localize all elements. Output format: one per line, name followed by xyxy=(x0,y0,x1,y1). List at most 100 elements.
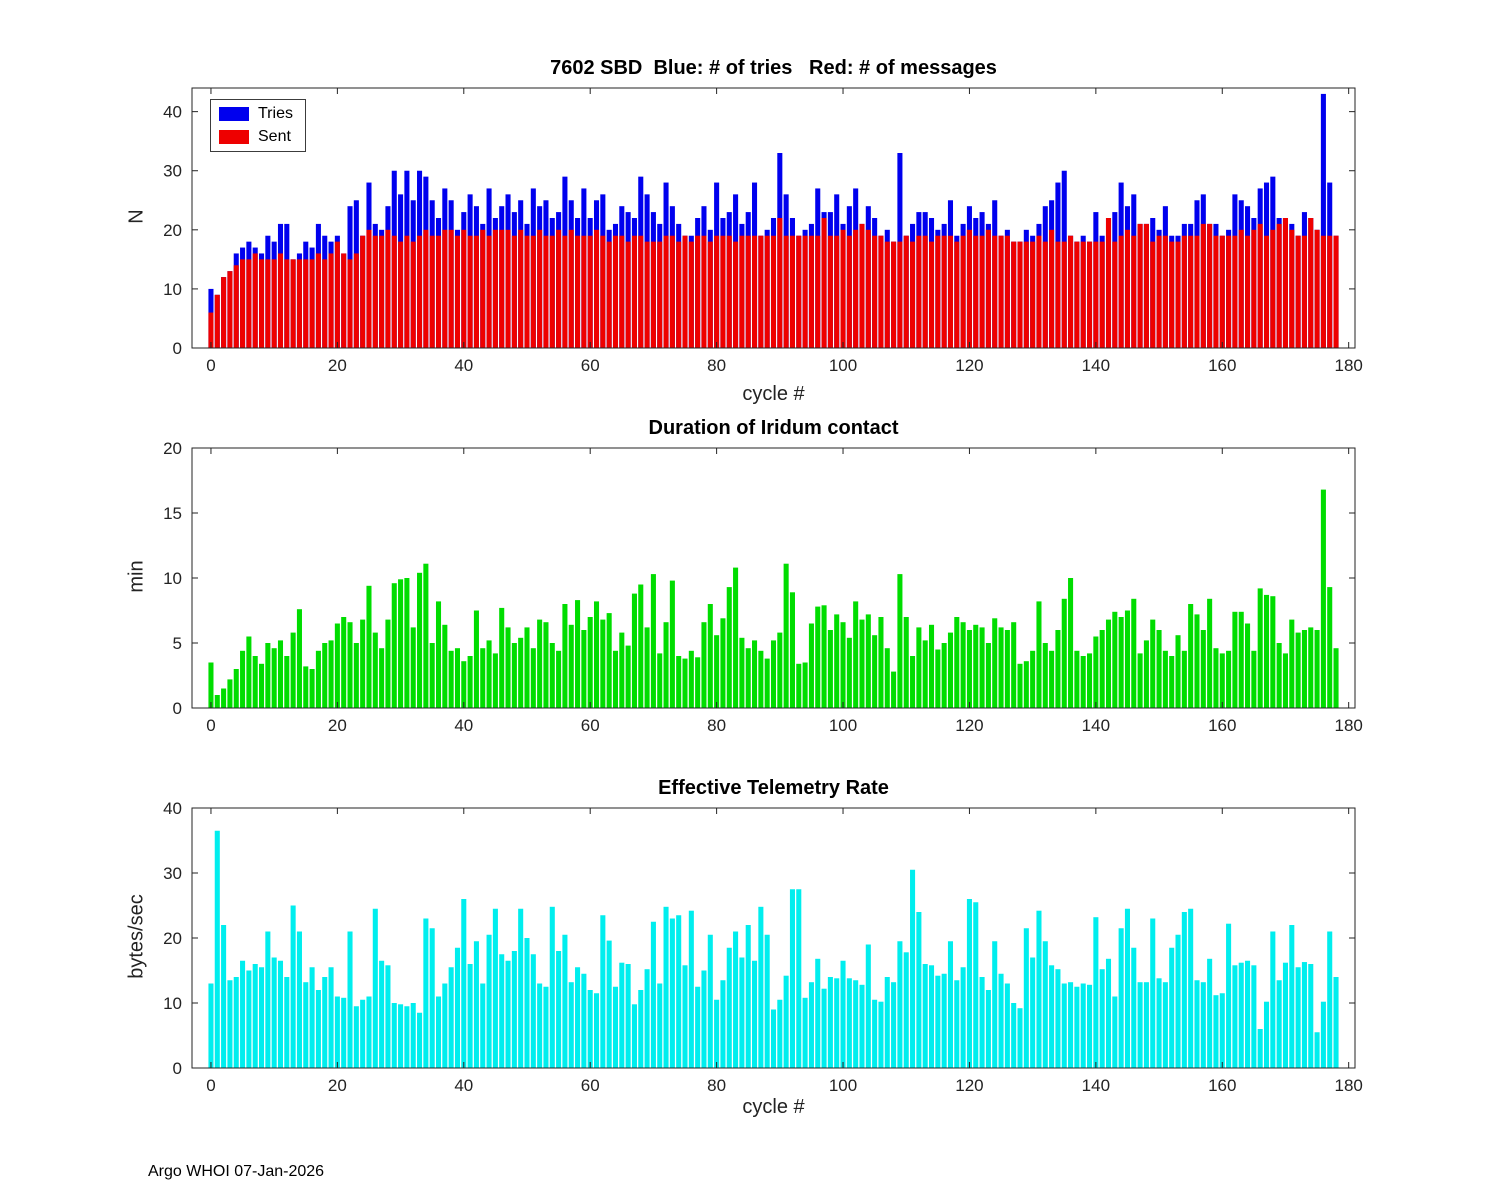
bar xyxy=(891,241,897,348)
bar xyxy=(423,918,429,1068)
bar xyxy=(1131,235,1137,348)
bar xyxy=(524,938,530,1068)
bar xyxy=(322,643,328,708)
bar xyxy=(985,643,991,708)
bar xyxy=(1169,656,1175,708)
bar xyxy=(1055,969,1061,1068)
bar xyxy=(252,964,258,1068)
bar xyxy=(638,584,644,708)
bar xyxy=(954,980,960,1068)
bar xyxy=(537,619,543,708)
x-tick-label: 140 xyxy=(1082,1076,1110,1095)
bar xyxy=(208,662,214,708)
x-tick-label: 60 xyxy=(581,1076,600,1095)
y-tick-label: 40 xyxy=(163,799,182,818)
bar xyxy=(385,229,391,348)
bar xyxy=(309,669,315,708)
bar xyxy=(631,1004,637,1068)
bar xyxy=(309,259,315,348)
bar xyxy=(398,241,404,348)
bar xyxy=(1011,1003,1017,1068)
bar xyxy=(315,990,321,1068)
bar xyxy=(347,931,353,1068)
bar xyxy=(612,235,619,348)
bar xyxy=(1036,910,1042,1068)
bar xyxy=(745,235,751,348)
bar xyxy=(789,889,795,1068)
bar xyxy=(1207,958,1213,1068)
bar xyxy=(752,640,758,708)
bar xyxy=(707,604,713,708)
bar xyxy=(404,235,410,348)
bar xyxy=(543,235,549,348)
bar xyxy=(758,650,764,708)
bar xyxy=(372,632,378,708)
bar xyxy=(1188,235,1194,348)
bar xyxy=(1295,235,1301,348)
tries-sent-bars-sent xyxy=(208,218,1339,348)
bar xyxy=(985,990,991,1068)
bar xyxy=(821,988,827,1068)
bar xyxy=(1301,630,1307,708)
bar xyxy=(859,619,865,708)
chart2-title: Duration of Iridum contact xyxy=(648,417,899,439)
bar xyxy=(720,235,726,348)
bar xyxy=(910,241,916,348)
bar xyxy=(606,241,612,348)
bar xyxy=(398,1004,404,1068)
bar xyxy=(1333,977,1339,1068)
bar xyxy=(1074,986,1080,1068)
x-tick-label: 80 xyxy=(707,716,726,735)
bar xyxy=(505,960,511,1068)
bar xyxy=(549,906,555,1068)
bar xyxy=(1150,918,1156,1068)
bar xyxy=(644,969,650,1068)
bar xyxy=(549,235,555,348)
bar xyxy=(1175,241,1181,348)
bar xyxy=(612,986,619,1068)
bar xyxy=(1118,235,1124,348)
bar xyxy=(1295,967,1301,1068)
bar xyxy=(296,259,302,348)
bar xyxy=(290,905,296,1068)
bar xyxy=(467,235,473,348)
legend-label-sent: Sent xyxy=(258,128,291,145)
bar xyxy=(480,229,486,348)
bar xyxy=(752,235,758,348)
bar xyxy=(1150,241,1156,348)
bar xyxy=(1188,908,1194,1068)
bar xyxy=(391,583,397,708)
y-tick-label: 20 xyxy=(163,439,182,458)
x-tick-label: 120 xyxy=(955,356,983,375)
y-tick-label: 15 xyxy=(163,504,182,523)
bar xyxy=(1194,614,1200,708)
bar xyxy=(1289,229,1295,348)
bar xyxy=(467,964,473,1068)
bar xyxy=(770,640,777,708)
bar xyxy=(1213,235,1219,348)
bar xyxy=(796,663,802,708)
bar xyxy=(1226,923,1232,1068)
bar xyxy=(714,999,720,1068)
bar xyxy=(442,229,448,348)
bar xyxy=(568,229,574,348)
bar xyxy=(859,223,865,348)
bar xyxy=(783,975,789,1068)
bar xyxy=(682,965,688,1068)
bar xyxy=(1023,241,1029,348)
bar xyxy=(960,622,966,708)
chart3-xlabel: cycle # xyxy=(742,1096,805,1118)
bar xyxy=(922,235,928,348)
bar xyxy=(1194,980,1200,1068)
bar xyxy=(966,229,972,348)
bar xyxy=(1207,223,1213,348)
bar xyxy=(663,235,669,348)
x-tick-label: 100 xyxy=(829,716,857,735)
bar xyxy=(1181,912,1187,1068)
bar xyxy=(214,830,220,1068)
bar xyxy=(872,999,878,1068)
bar xyxy=(625,645,631,708)
bar xyxy=(290,259,296,348)
bar xyxy=(947,941,954,1068)
